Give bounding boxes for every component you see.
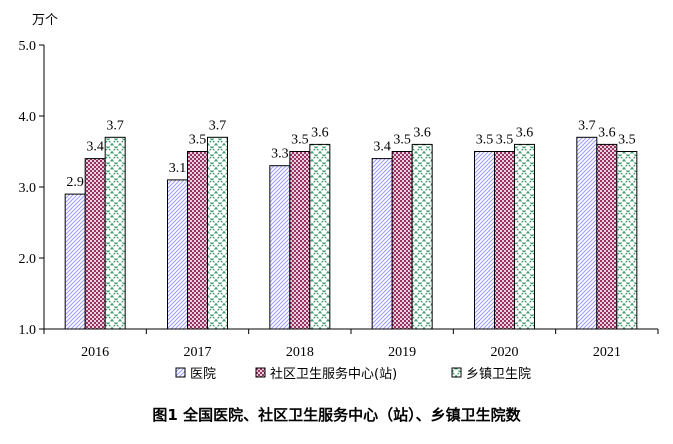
- data-label: 3.5: [291, 133, 309, 148]
- legend-swatch: [451, 367, 462, 378]
- y-tick-label: 4.0: [19, 110, 37, 125]
- bar: [64, 193, 86, 330]
- legend-item: 社区卫生服务中心(站): [255, 366, 397, 382]
- data-label: 3.3: [271, 147, 289, 162]
- data-label: 3.5: [189, 133, 207, 148]
- chart-caption: 图1 全国医院、社区卫生服务中心（站）、乡镇卫生院数: [152, 406, 521, 424]
- legend-label: 社区卫生服务中心(站): [270, 366, 397, 382]
- bar: [167, 179, 188, 330]
- bar: [269, 165, 291, 330]
- data-label: 3.1: [169, 161, 187, 176]
- y-tick-label: 5.0: [19, 39, 37, 54]
- data-label: 3.4: [373, 140, 391, 155]
- legend-item: 医院: [175, 367, 216, 382]
- y-axis-unit-label: 万个: [32, 13, 58, 28]
- bar-chart: 万个 1.02.03.04.05.0 2.93.13.3 3.4 3.53.73.4…: [19, 13, 659, 382]
- bar: [187, 151, 208, 330]
- x-tick-label: 2018: [286, 345, 314, 360]
- y-tick-label: 1.0: [19, 323, 37, 338]
- data-label: 3.5: [476, 133, 494, 148]
- bar: [596, 143, 618, 330]
- legend: 医院 社区卫生服务中心(站) 乡镇卫生院: [175, 366, 531, 382]
- data-labels: 2.93.13.3 3.4 3.53.73.4 3.5 3.5 3.5 3.5 3.63.7 3…: [66, 118, 635, 190]
- data-label: 3.5: [496, 133, 514, 148]
- y-tick-label: 3.0: [19, 181, 37, 196]
- data-label: 3.6: [516, 125, 534, 140]
- bar-series: [64, 136, 638, 330]
- x-tick-label: 2021: [593, 345, 621, 360]
- data-label: 3.7: [578, 118, 596, 133]
- bar: [411, 143, 433, 330]
- bar: [371, 158, 393, 330]
- data-label: 3.6: [311, 125, 329, 140]
- data-label: 3.7: [209, 118, 227, 133]
- bar: [289, 151, 311, 330]
- bar: [494, 151, 515, 330]
- data-label: 3.5: [618, 133, 636, 148]
- legend-item: 乡镇卫生院: [451, 367, 531, 382]
- data-label: 3.4: [86, 140, 104, 155]
- legend-swatch: [175, 367, 186, 378]
- x-tick-label: 2019: [388, 345, 416, 360]
- data-label: 3.6: [413, 125, 431, 140]
- bar: [474, 151, 495, 330]
- bar: [309, 143, 331, 330]
- bar: [391, 151, 413, 330]
- bar: [616, 151, 638, 330]
- bar: [104, 136, 126, 330]
- y-axis: 1.0 2.0 3.0 4.0 5.0: [19, 39, 45, 338]
- bar: [514, 143, 535, 330]
- legend-swatch: [255, 367, 266, 378]
- legend-label: 医院: [190, 367, 216, 382]
- data-label: 2.9: [66, 175, 84, 190]
- legend-label: 乡镇卫生院: [466, 367, 531, 382]
- bar: [576, 136, 598, 330]
- x-axis: 2016 2017 2018 2019 2020 2021: [43, 328, 659, 360]
- x-tick-label: 2020: [491, 345, 519, 360]
- x-tick-label: 2017: [184, 345, 212, 360]
- data-label: 3.6: [598, 125, 616, 140]
- y-tick-label: 2.0: [19, 252, 37, 267]
- bar: [84, 158, 106, 330]
- x-tick-label: 2016: [81, 345, 109, 360]
- data-label: 3.5: [393, 133, 411, 148]
- data-label: 3.7: [106, 118, 124, 133]
- bar: [207, 136, 228, 330]
